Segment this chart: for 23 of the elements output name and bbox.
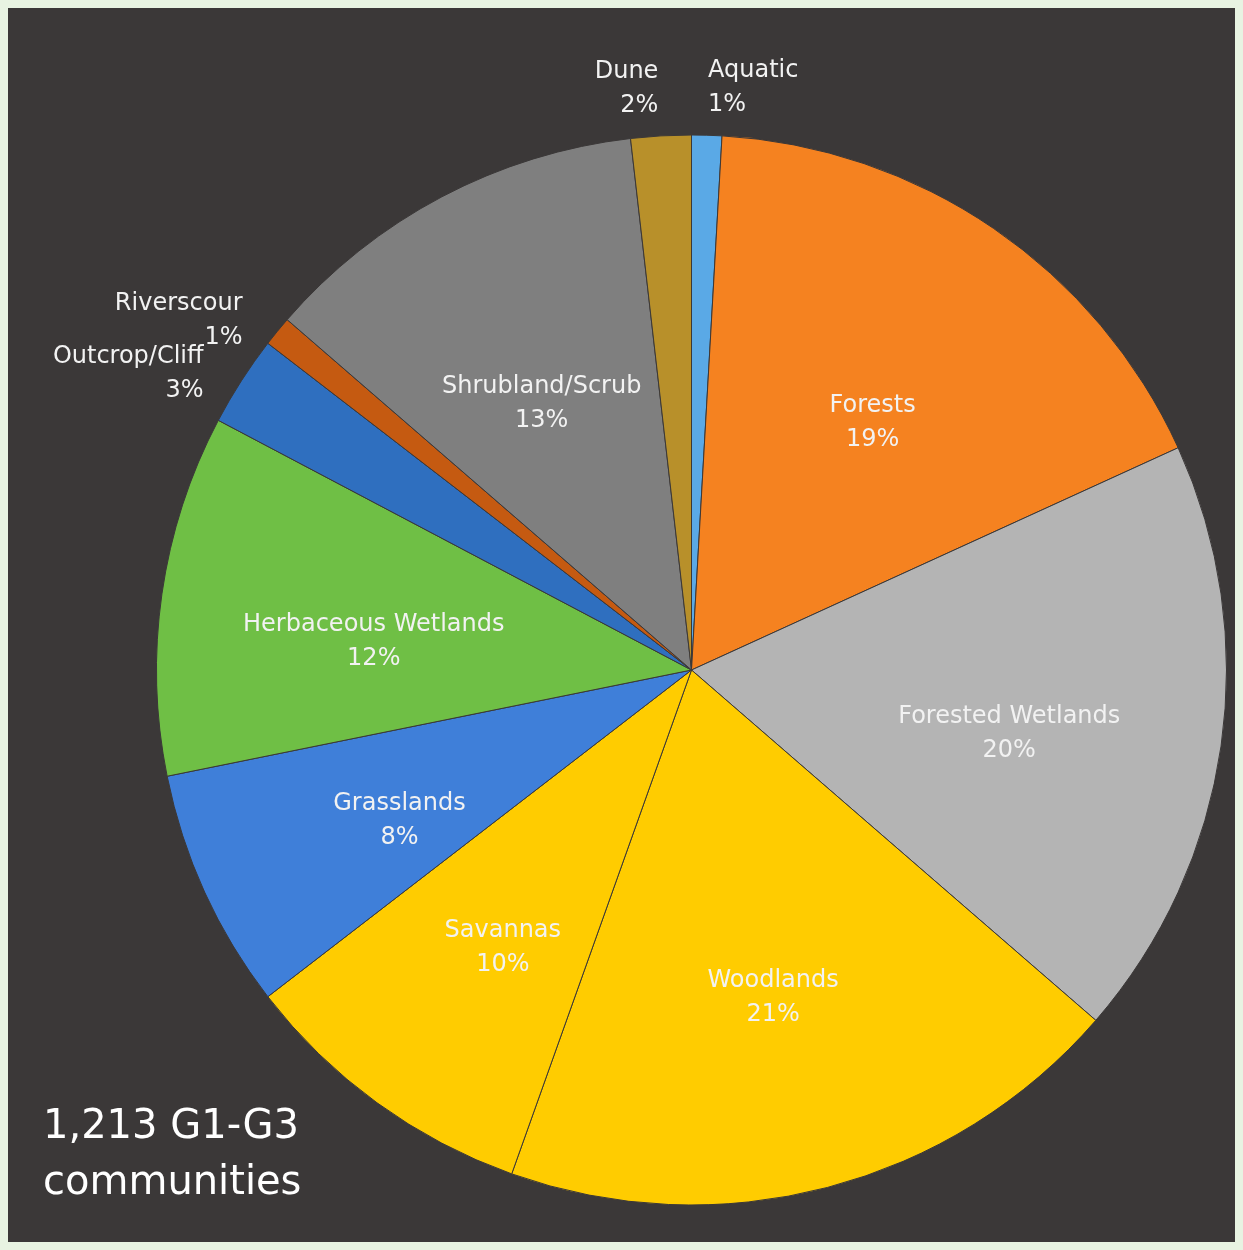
slice-label: Outcrop/Cliff bbox=[52, 341, 205, 370]
data-label: 3% bbox=[165, 375, 204, 404]
data-label: 19% bbox=[846, 424, 900, 453]
data-label: 8% bbox=[380, 822, 419, 851]
slice-label: Aquatic bbox=[708, 55, 799, 84]
data-label: 10% bbox=[476, 948, 530, 977]
slice-label: Shrubland/Scrub bbox=[442, 371, 642, 400]
data-label: 20% bbox=[982, 734, 1036, 763]
slice-label: Forests bbox=[829, 390, 916, 419]
slice-label: Woodlands bbox=[707, 965, 839, 994]
slice-label: Grasslands bbox=[333, 788, 466, 817]
data-label: 2% bbox=[620, 89, 659, 118]
slice-label: Forested Wetlands bbox=[898, 700, 1121, 729]
data-label: 1% bbox=[708, 89, 747, 118]
data-label: 21% bbox=[746, 999, 800, 1028]
data-label: 13% bbox=[515, 405, 569, 434]
slice-label: Dune bbox=[594, 55, 659, 84]
slice-label: Riverscour bbox=[114, 287, 243, 316]
data-label: 1% bbox=[204, 321, 243, 350]
text: 1,213 G1-G3 communities bbox=[43, 1101, 302, 1203]
slice-label: Savannas bbox=[444, 914, 562, 943]
data-label: 12% bbox=[347, 643, 401, 672]
slice-label: Herbaceous Wetlands bbox=[243, 609, 505, 638]
